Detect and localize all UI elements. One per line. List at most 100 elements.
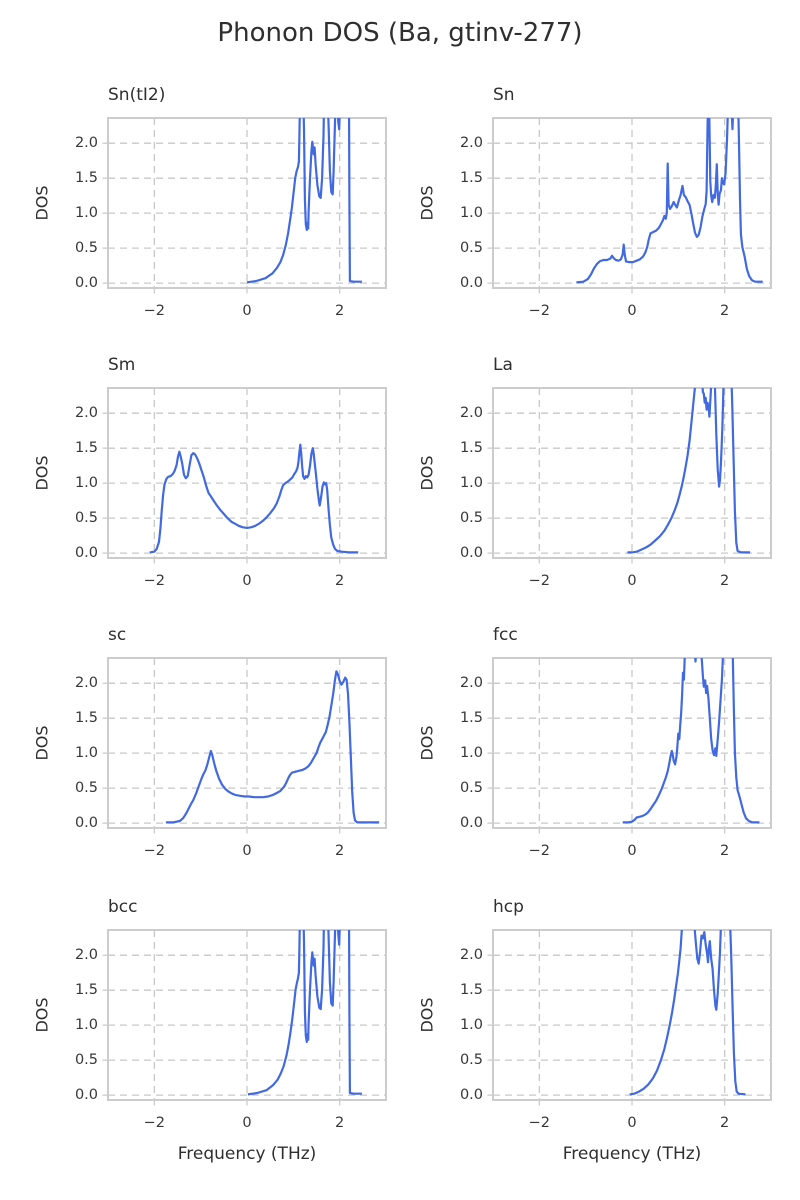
plot-area [487, 929, 772, 1106]
y-tick-label: 0.0 [459, 815, 483, 832]
y-tick-label: 2.0 [74, 947, 98, 964]
dos-curve [576, 118, 763, 284]
y-tick-label: 0.5 [74, 1052, 98, 1069]
x-tick-label: −2 [528, 1115, 551, 1131]
plot-border [492, 117, 772, 289]
y-tick-label: 2.0 [459, 135, 483, 152]
y-axis-label: DOS [32, 185, 52, 221]
y-tick-label: 0.5 [459, 1052, 483, 1069]
y-axis-label: DOS [417, 725, 437, 761]
subplot-title: Sn [493, 85, 515, 105]
dos-curve [149, 443, 359, 554]
y-tick-label: 1.5 [74, 440, 98, 457]
plot-border [107, 387, 387, 559]
y-tick-label: 1.5 [459, 982, 483, 999]
x-tick-label: 2 [335, 843, 345, 859]
y-tick-label: 1.5 [74, 710, 98, 727]
y-tick-label: 0.5 [459, 780, 483, 797]
y-axis-label: DOS [32, 725, 52, 761]
plot-area [102, 929, 387, 1106]
x-tick-label: 0 [627, 843, 637, 859]
y-tick-label: 1.0 [74, 745, 98, 762]
x-tick-label: −2 [143, 843, 166, 859]
y-tick-label: 1.0 [459, 475, 483, 492]
figure-title: Phonon DOS (Ba, gtinv-277) [217, 18, 583, 48]
x-tick-label: 0 [242, 843, 252, 859]
x-tick-label: 0 [627, 1115, 637, 1131]
y-tick-label: 0.0 [74, 815, 98, 832]
plot-border [492, 657, 772, 829]
dos-curve [165, 670, 380, 824]
y-tick-label: 0.0 [74, 1087, 98, 1104]
x-tick-label: 0 [627, 573, 637, 589]
x-tick-label: −2 [528, 843, 551, 859]
subplot-title: sc [108, 625, 127, 645]
x-tick-label: −2 [528, 573, 551, 589]
x-tick-label: 0 [242, 1115, 252, 1131]
x-tick-label: 2 [720, 1115, 730, 1131]
y-tick-label: 1.5 [459, 440, 483, 457]
x-tick-label: −2 [143, 303, 166, 319]
x-tick-label: 2 [720, 843, 730, 859]
y-tick-label: 0.5 [459, 510, 483, 527]
x-tick-label: 2 [335, 1115, 345, 1131]
subplot-title: bcc [108, 897, 138, 917]
y-tick-label: 1.0 [74, 205, 98, 222]
x-tick-label: −2 [143, 1115, 166, 1131]
x-tick-label: 0 [242, 303, 252, 319]
y-tick-label: 1.0 [459, 1017, 483, 1034]
plot-border [492, 387, 772, 559]
y-tick-label: 0.5 [459, 240, 483, 257]
y-tick-label: 2.0 [74, 135, 98, 152]
y-tick-label: 0.5 [74, 780, 98, 797]
dos-curve [246, 118, 362, 284]
y-tick-label: 0.0 [459, 1087, 483, 1104]
y-tick-label: 1.0 [74, 475, 98, 492]
y-axis-label: DOS [417, 185, 437, 221]
y-axis-label: DOS [32, 455, 52, 491]
x-tick-label: 2 [335, 303, 345, 319]
dos-curve [627, 388, 751, 554]
plot-area [487, 657, 772, 834]
dos-curve [247, 930, 362, 1096]
subplot-title: La [493, 355, 513, 375]
subplot-title: hcp [493, 897, 524, 917]
subplot-title: Sm [108, 355, 136, 375]
y-axis-label: DOS [417, 997, 437, 1033]
y-tick-label: 1.0 [459, 205, 483, 222]
y-tick-label: 1.0 [74, 1017, 98, 1034]
plot-border [107, 657, 387, 829]
y-tick-label: 2.0 [459, 405, 483, 422]
y-tick-label: 0.5 [74, 510, 98, 527]
x-axis-label: Frequency (THz) [177, 1144, 317, 1164]
plot-area [487, 387, 772, 564]
plot-border [492, 929, 772, 1101]
x-tick-label: 0 [627, 303, 637, 319]
y-tick-label: 0.5 [74, 240, 98, 257]
plot-area [102, 117, 387, 294]
y-tick-label: 0.0 [459, 275, 483, 292]
y-tick-label: 0.0 [459, 545, 483, 562]
x-tick-label: 2 [335, 573, 345, 589]
subplot-title: fcc [493, 625, 518, 645]
y-tick-label: 2.0 [74, 675, 98, 692]
x-tick-label: −2 [143, 573, 166, 589]
y-tick-label: 1.0 [459, 745, 483, 762]
x-tick-label: −2 [528, 303, 551, 319]
dos-curve [622, 658, 760, 824]
x-tick-label: 2 [720, 573, 730, 589]
y-tick-label: 1.5 [74, 982, 98, 999]
x-tick-label: 0 [242, 573, 252, 589]
y-axis-label: DOS [417, 455, 437, 491]
y-tick-label: 2.0 [459, 947, 483, 964]
plot-area [102, 387, 387, 564]
y-tick-label: 1.5 [459, 170, 483, 187]
y-tick-label: 0.0 [74, 275, 98, 292]
y-axis-label: DOS [32, 997, 52, 1033]
y-tick-label: 2.0 [74, 405, 98, 422]
x-axis-label: Frequency (THz) [562, 1144, 702, 1164]
y-tick-label: 2.0 [459, 675, 483, 692]
subplot-title: Sn(tI2) [108, 85, 166, 105]
y-tick-label: 1.5 [74, 170, 98, 187]
